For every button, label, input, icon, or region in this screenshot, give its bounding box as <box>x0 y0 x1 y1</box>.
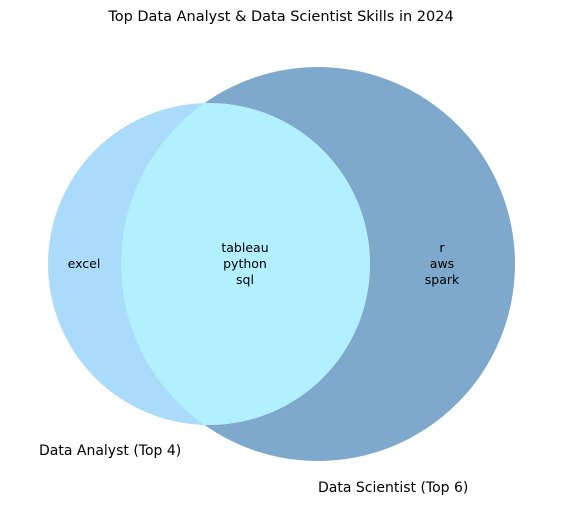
intersection-region <box>121 103 370 425</box>
analyst-only-items: excel <box>68 256 101 271</box>
diagram-title: Top Data Analyst & Data Scientist Skills… <box>107 9 453 25</box>
data-analyst-label: Data Analyst (Top 4) <box>39 443 181 459</box>
region-item: spark <box>425 272 460 287</box>
region-item: r <box>439 240 445 255</box>
region-item: tableau <box>221 240 268 255</box>
region-item: python <box>223 256 267 271</box>
region-item: sql <box>236 272 254 287</box>
data-scientist-label: Data Scientist (Top 6) <box>318 480 468 496</box>
region-item: excel <box>68 256 101 271</box>
region-item: aws <box>430 256 454 271</box>
